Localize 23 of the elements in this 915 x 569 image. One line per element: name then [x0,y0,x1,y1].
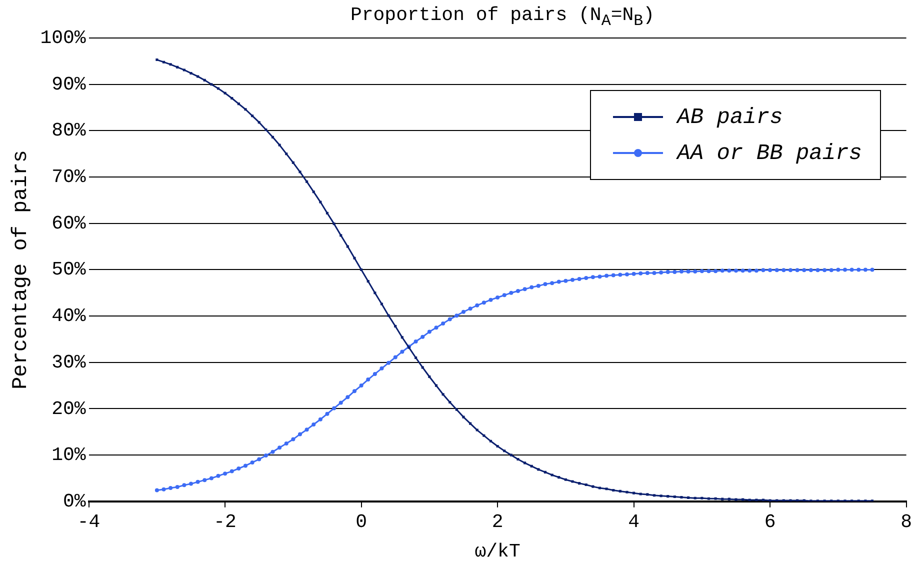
y-tick-label: 100% [40,27,86,50]
x-tick-label: 4 [628,510,640,533]
x-tick-label: 8 [900,510,912,533]
legend-label: AB pairs [677,104,783,130]
y-tick-label: 0% [62,490,86,512]
x-tick-label: -2 [214,510,236,533]
y-tick-label: 10% [52,444,86,466]
y-tick-label: 90% [52,73,86,96]
chart-title: Proportion of pairs (N$_{A}$=N$_{B}$) [350,4,655,30]
y-tick-label: 40% [52,305,86,328]
x-tick-label: -4 [77,510,100,533]
y-tick-label: 70% [52,166,86,188]
y-tick-label: 60% [52,212,86,234]
y-axis-title: Percentage of pairs [10,150,34,390]
y-tick-label: 50% [52,258,86,281]
y-tick-label: 20% [52,398,86,420]
x-tick-label: 6 [764,510,776,533]
x-axis-title: ω/kT [474,540,520,563]
x-tick-label: 0 [356,510,368,533]
x-tick-label: 2 [492,510,504,533]
legend-label: AA or BB pairs [677,140,862,166]
y-tick-label: 30% [52,351,86,374]
y-tick-label: 80% [52,120,86,142]
